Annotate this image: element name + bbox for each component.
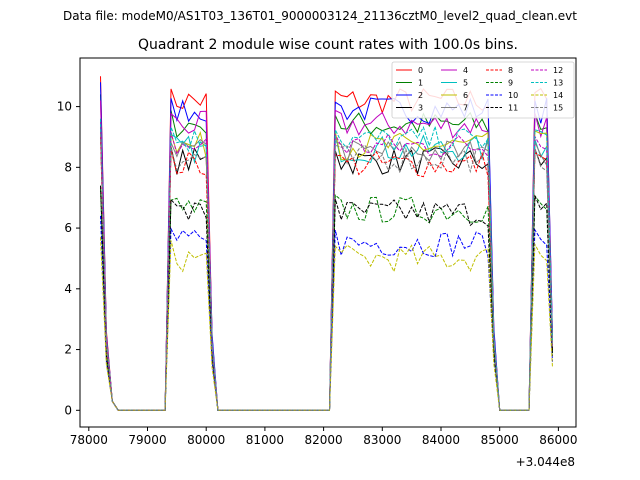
y-tick-label: 4 (64, 282, 72, 296)
x-tick-label: 80000 (187, 433, 225, 447)
legend-label: 12 (553, 66, 563, 75)
x-axis: 78000 79000 80000 81000 82000 83000 84000 85000… (70, 427, 577, 447)
legend-label: 1 (418, 79, 423, 88)
x-tick-label: 85000 (481, 433, 519, 447)
legend-label: 5 (463, 79, 468, 88)
legend-label: 9 (508, 79, 513, 88)
plot-frame (79, 57, 577, 428)
legend-label: 8 (508, 66, 513, 75)
x-tick-label: 86000 (539, 433, 577, 447)
legend-label: 4 (463, 66, 468, 75)
x-tick-label: 81000 (246, 433, 284, 447)
series-line-10 (100, 215, 553, 411)
legend-label: 0 (418, 66, 423, 75)
plot-area (79, 57, 577, 428)
chart-title: Quadrant 2 module wise count rates with … (138, 37, 518, 53)
series-line-11 (100, 185, 553, 411)
y-tick-label: 2 (64, 343, 72, 357)
legend-label: 14 (553, 91, 563, 100)
x-tick-label: 79000 (128, 433, 166, 447)
legend-box (391, 61, 575, 119)
x-tick-label: 78000 (70, 433, 108, 447)
x-tick-label: 82000 (305, 433, 343, 447)
data-file-label: Data file: modeM0/AS1T03_136T01_90000031… (63, 9, 577, 23)
legend-label: 10 (508, 91, 518, 100)
x-offset-label: +3.044e8 (516, 455, 575, 469)
series-line-15 (100, 133, 553, 411)
series-line-8 (100, 136, 553, 411)
y-tick-label: 0 (64, 403, 72, 417)
y-axis: 0 2 4 6 8 10 (57, 100, 80, 417)
y-tick-label: 6 (64, 221, 72, 235)
plot-background (80, 58, 576, 427)
legend-label: 13 (553, 79, 563, 88)
y-tick-label: 10 (57, 100, 72, 114)
legend-label: 3 (418, 104, 423, 113)
x-tick-label: 84000 (422, 433, 460, 447)
legend-label: 11 (508, 104, 518, 113)
legend-label: 2 (418, 91, 423, 100)
x-tick-label: 83000 (363, 433, 401, 447)
y-tick-label: 8 (64, 160, 72, 174)
legend-label: 7 (463, 104, 468, 113)
legend-label: 15 (553, 104, 563, 113)
legend-label: 6 (463, 91, 468, 100)
